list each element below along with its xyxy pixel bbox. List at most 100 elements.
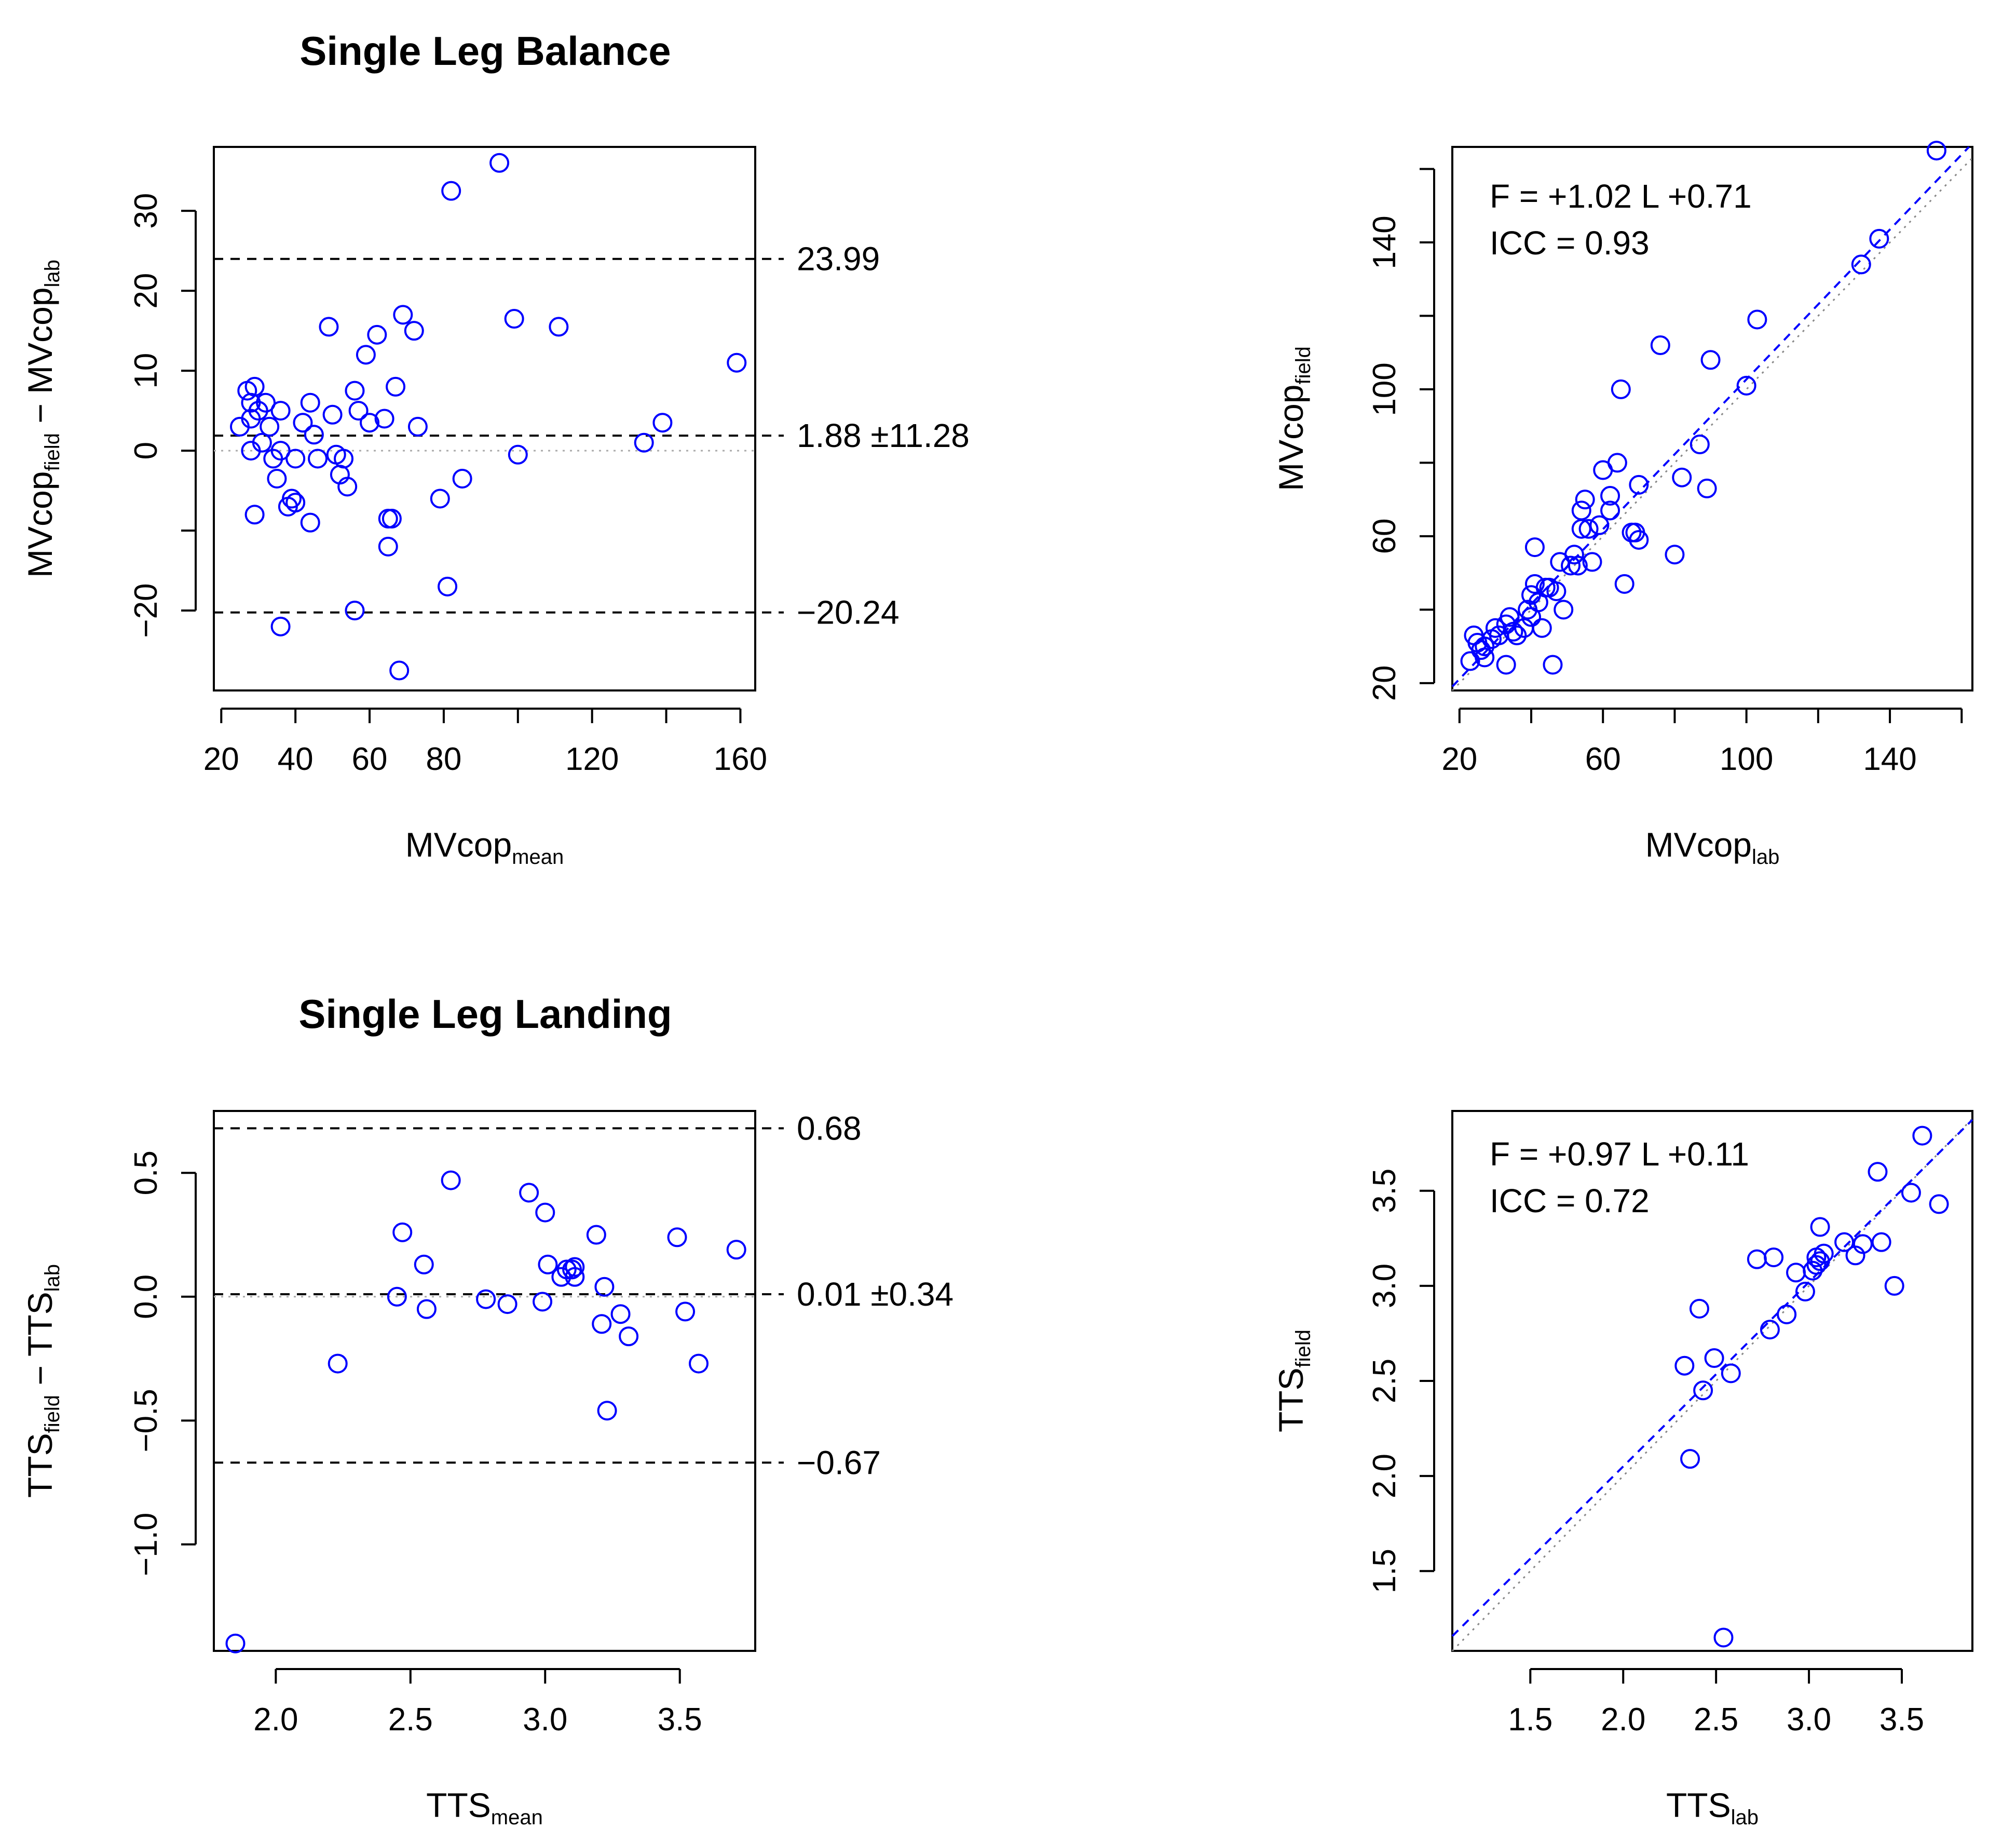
data-point (610, 1304, 631, 1324)
data-point (348, 401, 369, 421)
data-point (1578, 519, 1599, 539)
data-point (1672, 467, 1692, 487)
x-tick-label: 2.0 (253, 1702, 298, 1738)
data-point (1871, 1232, 1891, 1252)
plot-frame (1451, 146, 1973, 692)
data-point (619, 1326, 639, 1347)
data-point (1614, 574, 1634, 594)
data-point (652, 413, 673, 433)
data-point (1496, 655, 1516, 675)
data-point (225, 1633, 246, 1653)
x-tick-label: 3.0 (1787, 1702, 1831, 1738)
y-tick-label: 10 (128, 353, 164, 389)
y-axis-label: MVcopfield (1272, 346, 1315, 491)
y-tick-label: 20 (1367, 665, 1402, 701)
data-point (1564, 545, 1584, 565)
data-point (270, 441, 291, 461)
data-point (1629, 530, 1649, 550)
x-tick-label: 2.5 (388, 1702, 433, 1738)
data-point (1600, 486, 1620, 506)
data-point (270, 616, 291, 636)
data-point (414, 1254, 434, 1274)
data-point (345, 381, 365, 401)
data-point (1700, 350, 1721, 370)
data-point (1869, 228, 1889, 249)
fit-line (1451, 146, 1970, 687)
data-point (565, 1267, 585, 1287)
y-tick-label: 1.5 (1367, 1549, 1402, 1593)
x-tick-label: 40 (278, 741, 314, 777)
data-point (1674, 1355, 1695, 1376)
data-point (1503, 621, 1523, 642)
data-point (1475, 636, 1495, 657)
x-tick-label: 3.5 (1879, 1702, 1924, 1738)
data-point (389, 660, 410, 681)
data-point (508, 444, 528, 465)
data-point (519, 1183, 539, 1203)
data-point (1721, 1363, 1741, 1384)
data-point (1760, 1320, 1780, 1340)
identity-line (1451, 157, 1973, 692)
data-point (1912, 1126, 1932, 1146)
data-point (404, 321, 424, 341)
annotation-text: ICC = 0.72 (1490, 1182, 1650, 1219)
data-point (1507, 625, 1527, 645)
y-tick-label: 140 (1367, 215, 1402, 269)
data-point (392, 1222, 413, 1242)
data-point (1834, 1232, 1855, 1252)
data-point (476, 1289, 496, 1309)
data-point (586, 1225, 606, 1245)
limit-line-label: 0.01 ±0.34 (797, 1276, 953, 1313)
data-point (1747, 309, 1767, 330)
data-point (356, 345, 376, 365)
data-point (345, 601, 365, 621)
y-tick-label: 0.0 (128, 1274, 164, 1319)
data-point (727, 352, 747, 373)
y-axis-label: TTSfield (1272, 1330, 1315, 1432)
data-point (1852, 1234, 1873, 1254)
limit-line-label: 23.99 (797, 240, 880, 278)
data-point (1629, 474, 1649, 495)
y-tick-label: 30 (128, 193, 164, 229)
chart-title: Single Leg Landing (298, 991, 672, 1037)
data-point (367, 324, 387, 345)
data-point (1704, 1348, 1724, 1368)
data-point (374, 409, 394, 429)
data-point (430, 489, 450, 509)
data-point (1543, 655, 1563, 675)
x-axis-label: TTSlab (1666, 1786, 1759, 1829)
y-tick-label: 0 (128, 442, 164, 459)
data-point (270, 401, 291, 421)
data-point (1561, 555, 1581, 576)
x-tick-label: 80 (426, 741, 461, 777)
data-point (1665, 545, 1685, 565)
data-point (407, 416, 428, 437)
data-point (1650, 335, 1670, 356)
data-point (1589, 515, 1610, 535)
data-point (1868, 1162, 1888, 1182)
y-axis-label: TTSfield − TTSlab (21, 1264, 64, 1498)
data-point (328, 1353, 348, 1374)
data-point (538, 1254, 558, 1274)
x-tick-label: 2.0 (1601, 1702, 1645, 1738)
data-point (260, 416, 280, 437)
chart-single-leg-landing-correlation: 1.5 2.0 2.5 3.0 3.5 1.5 2.0 2.5 3.0 3.5 TTSlab TTSf… (1272, 1110, 1973, 1829)
data-point (334, 449, 354, 469)
data-point (308, 449, 328, 469)
data-point (300, 392, 320, 413)
data-point (1814, 1243, 1834, 1264)
data-point (1500, 607, 1520, 627)
data-point (1475, 647, 1495, 668)
y-tick-label: 0.5 (128, 1150, 164, 1195)
data-point (1680, 1449, 1700, 1469)
data-point (1690, 435, 1710, 455)
x-tick-label: 60 (1585, 741, 1621, 777)
x-tick-label: 160 (714, 741, 767, 777)
data-point (1575, 490, 1595, 510)
data-point (1607, 453, 1627, 473)
data-point (282, 489, 302, 509)
x-axis-label: MVcoplab (1645, 825, 1780, 869)
data-point (667, 1227, 687, 1248)
data-point (387, 1286, 407, 1307)
data-point (634, 432, 654, 453)
